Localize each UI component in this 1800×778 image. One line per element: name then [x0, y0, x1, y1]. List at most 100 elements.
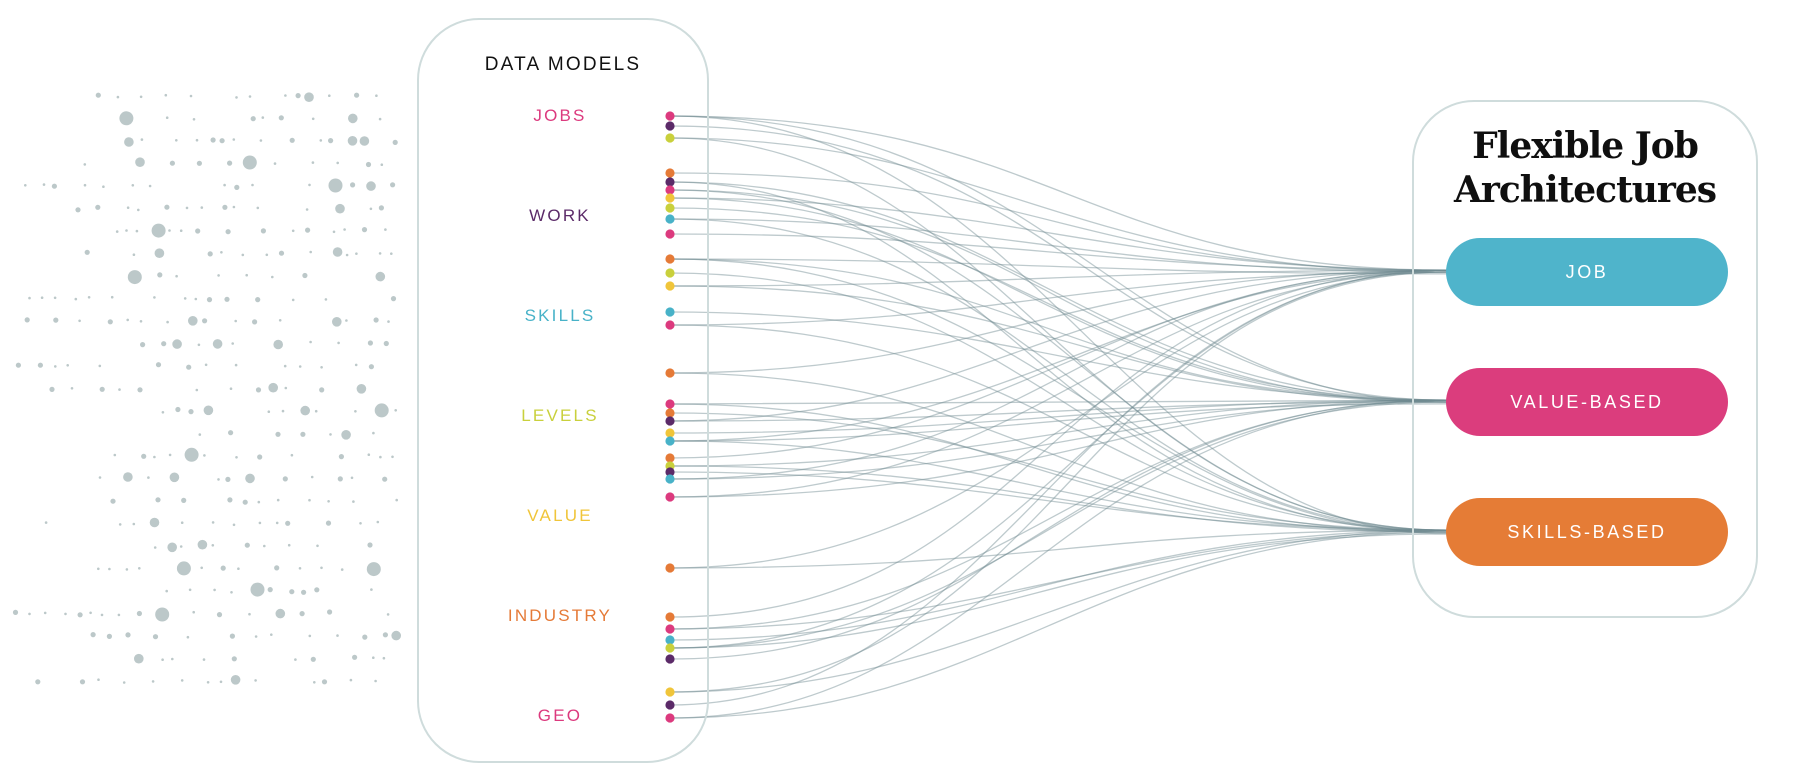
- scatter-point: [367, 542, 373, 548]
- scatter-point: [328, 94, 331, 97]
- scatter-point: [348, 113, 358, 124]
- scatter-point: [332, 230, 336, 234]
- scatter-point: [289, 589, 295, 595]
- scatter-point: [232, 523, 236, 527]
- scatter-point: [175, 406, 181, 413]
- scatter-point: [232, 205, 236, 209]
- scatter-point: [188, 316, 198, 326]
- scatter-point: [337, 476, 343, 482]
- scatter-point: [106, 633, 112, 640]
- scatter-point: [310, 475, 314, 479]
- connector-line: [669, 258, 1449, 275]
- scatter-point: [337, 341, 340, 345]
- scatter-point: [354, 363, 358, 367]
- scatter-point: [122, 681, 126, 684]
- scatter-point: [310, 656, 316, 662]
- scatter-point: [135, 229, 139, 233]
- scatter-point: [152, 634, 159, 640]
- scatter-point: [366, 181, 376, 191]
- connector-line: [669, 401, 1449, 649]
- scatter-point: [118, 523, 122, 526]
- scatter-point: [95, 204, 101, 210]
- scatter-point: [305, 208, 309, 211]
- scatter-point: [175, 139, 178, 142]
- scatter-point: [141, 453, 147, 459]
- scatter-point: [228, 430, 234, 436]
- scatter-point: [374, 403, 389, 418]
- scatter-point: [314, 409, 318, 413]
- scatter-point: [329, 433, 332, 436]
- scatter-point: [83, 163, 87, 166]
- scatter-point: [283, 364, 287, 368]
- scatter-point: [175, 274, 178, 278]
- scatter-point: [186, 635, 190, 639]
- connector-line: [669, 401, 1449, 422]
- source-dot: [665, 399, 675, 409]
- scatter-point: [368, 364, 374, 370]
- scatter-point: [299, 611, 305, 617]
- data-models-title: DATA MODELS: [484, 54, 642, 75]
- scatter-point: [97, 678, 100, 681]
- scatter-point: [275, 521, 279, 525]
- scatter-point: [53, 296, 57, 300]
- scatter-point: [255, 387, 262, 393]
- scatter-point: [379, 455, 382, 459]
- scatter-point: [54, 365, 57, 368]
- scatter-point: [15, 362, 21, 368]
- scatter-point: [345, 253, 349, 257]
- scatter-point: [275, 608, 286, 619]
- source-dot: [665, 453, 675, 463]
- scatter-point: [227, 160, 233, 166]
- scatter-point: [254, 635, 258, 638]
- scatter-point: [372, 656, 375, 659]
- connector-line: [669, 271, 1449, 693]
- scatter-point: [267, 587, 273, 593]
- scatter-point: [242, 155, 257, 170]
- scatter-point: [235, 456, 238, 459]
- scatter-point: [284, 386, 288, 390]
- scatter-point: [314, 587, 320, 593]
- scatter-point: [354, 92, 360, 98]
- connector-line: [669, 272, 1449, 531]
- scatter-point: [347, 136, 358, 146]
- source-dot: [665, 436, 675, 446]
- scatter-point: [188, 588, 192, 592]
- source-dot: [665, 121, 675, 131]
- scatter-point: [223, 183, 226, 187]
- connector-line: [669, 531, 1449, 630]
- scatter-point: [251, 183, 254, 187]
- source-dot: [665, 281, 675, 291]
- scatter-point: [195, 228, 201, 234]
- scatter-point: [267, 410, 271, 414]
- scatter-point: [207, 251, 213, 257]
- scatter-point: [151, 680, 155, 683]
- scatter-point: [213, 588, 216, 592]
- scatter-point: [123, 472, 133, 482]
- scatter-point: [242, 499, 248, 505]
- scatter-point: [319, 139, 323, 142]
- scatter-point: [219, 138, 225, 144]
- scatter-point: [180, 521, 184, 524]
- connector-line: [669, 269, 1449, 649]
- data-points-scatter: [12, 92, 402, 685]
- source-dot: [665, 612, 675, 622]
- scatter-point: [320, 366, 323, 369]
- scatter-point: [300, 431, 306, 437]
- connector-line: [669, 172, 1449, 271]
- model-label-geo: GEO: [537, 706, 583, 725]
- scatter-point: [131, 184, 135, 187]
- scatter-point: [192, 118, 196, 121]
- scatter-point: [278, 115, 284, 121]
- scatter-point: [171, 657, 174, 661]
- scatter-point: [198, 433, 202, 436]
- scatter-point: [98, 364, 102, 368]
- scatter-point: [200, 566, 203, 570]
- scatter-point: [206, 681, 210, 684]
- scatter-point: [359, 522, 362, 525]
- scatter-point: [49, 386, 55, 392]
- scatter-point: [234, 363, 238, 367]
- scatter-point: [254, 679, 257, 682]
- scatter-point: [219, 680, 223, 684]
